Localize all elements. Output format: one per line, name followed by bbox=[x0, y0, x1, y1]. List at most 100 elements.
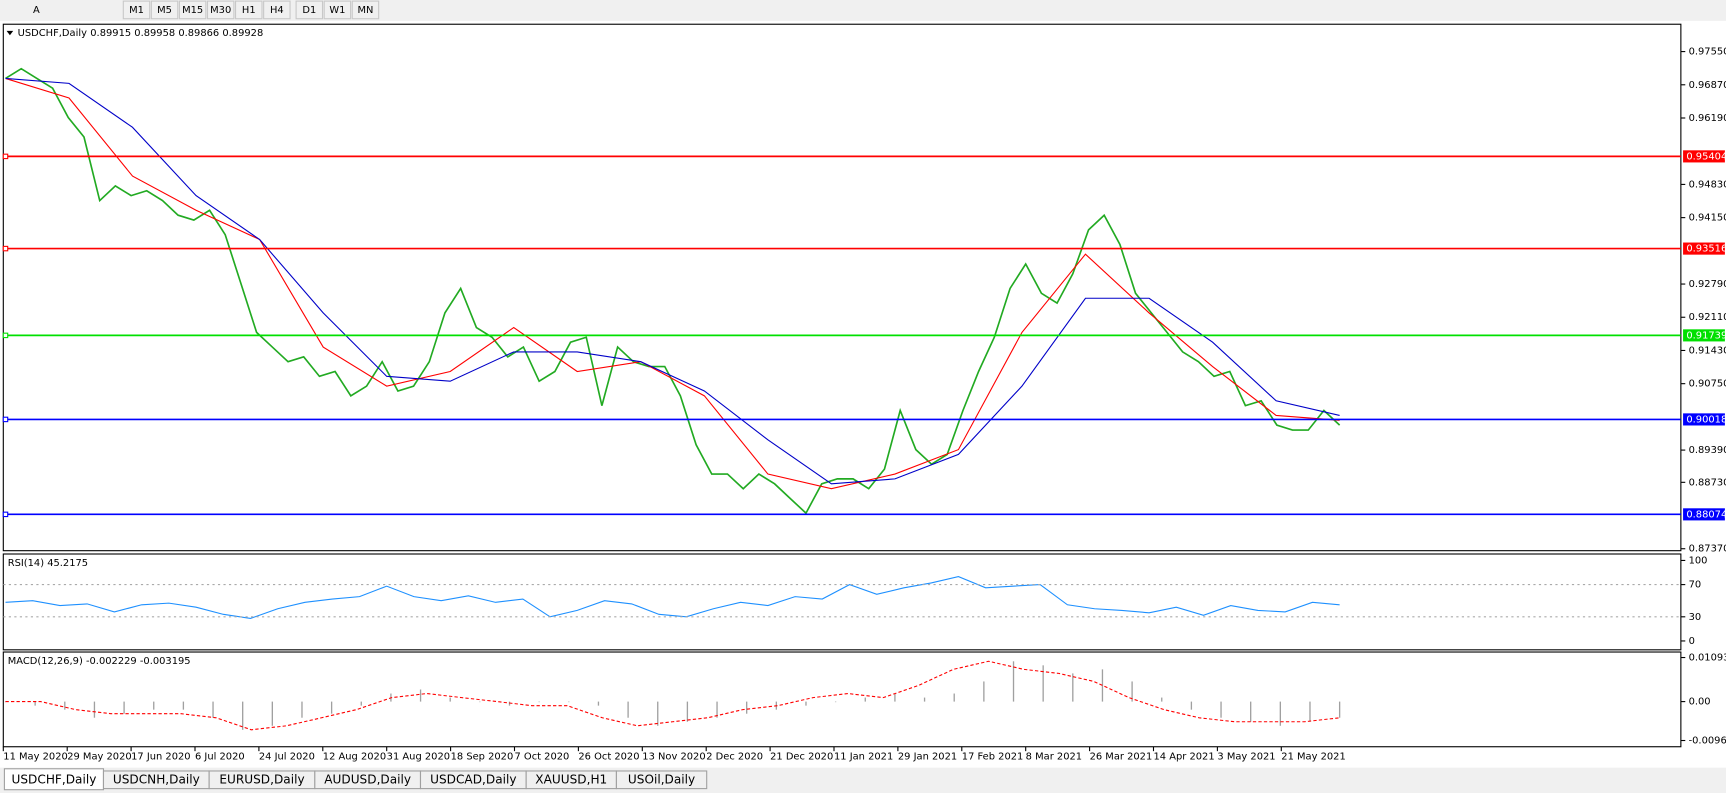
main-panel bbox=[2, 23, 1682, 552]
level-handle[interactable] bbox=[2, 416, 9, 423]
macd-bar bbox=[1012, 661, 1015, 702]
macd-bar bbox=[360, 701, 362, 706]
y-tick-label: 0.94830 bbox=[1689, 179, 1726, 190]
macd-bar bbox=[1250, 701, 1252, 722]
x-tick-label: 7 Oct 2020 bbox=[514, 752, 569, 763]
y-tick-label: 100 bbox=[1689, 555, 1708, 566]
y-tick-label: 0.87370 bbox=[1689, 544, 1726, 555]
macd-bar bbox=[1042, 665, 1044, 702]
price-line bbox=[5, 67, 1341, 515]
timeframe-button[interactable] bbox=[122, 0, 151, 20]
panel-title: MACD(12,26,9) -0.002229 -0.003195 bbox=[8, 656, 191, 667]
timeframe-button[interactable] bbox=[150, 0, 179, 20]
y-tick-label: 30 bbox=[1689, 612, 1702, 623]
x-tick-label: 14 Apr 2021 bbox=[1153, 752, 1214, 763]
y-tick-label: 0.010933 bbox=[1689, 653, 1726, 664]
price-line bbox=[5, 77, 1340, 490]
macd-bar bbox=[686, 701, 689, 722]
macd-bar bbox=[212, 701, 214, 718]
x-tick-label: 21 May 2021 bbox=[1281, 752, 1345, 763]
y-tick-label: -0.009653 bbox=[1689, 736, 1726, 747]
timeframe-label[interactable]: M5 bbox=[157, 5, 172, 16]
level-label-box bbox=[1683, 413, 1725, 426]
x-tick-label: 18 Sep 2020 bbox=[451, 752, 514, 763]
timeframe-button[interactable] bbox=[206, 0, 235, 20]
timeframe-label[interactable]: M1 bbox=[129, 5, 144, 16]
level-label-box bbox=[1683, 242, 1725, 255]
timeframe-label[interactable]: W1 bbox=[329, 5, 345, 16]
macd-bar bbox=[657, 701, 659, 726]
timeframe-button[interactable] bbox=[351, 0, 380, 20]
x-tick-label: 29 May 2020 bbox=[67, 752, 131, 763]
macd-bar bbox=[449, 697, 451, 702]
macd-panel bbox=[2, 651, 1682, 748]
macd-bar bbox=[64, 701, 66, 710]
x-tick-label: 8 Mar 2021 bbox=[1026, 752, 1082, 763]
x-tick-label: 13 Nov 2020 bbox=[642, 752, 705, 763]
rsi-panel bbox=[2, 553, 1682, 651]
timeframe-label[interactable]: M15 bbox=[182, 5, 203, 16]
level-handle[interactable] bbox=[2, 332, 9, 339]
level-label: 0.95404 bbox=[1686, 151, 1726, 162]
x-tick-label: 26 Mar 2021 bbox=[1090, 752, 1153, 763]
macd-bar bbox=[1279, 701, 1281, 726]
level-handle[interactable] bbox=[2, 153, 9, 160]
y-tick-label: 0.97550 bbox=[1689, 47, 1726, 58]
macd-bar bbox=[34, 701, 36, 706]
level-handle[interactable] bbox=[2, 245, 9, 252]
signal-line bbox=[5, 660, 1340, 731]
timeframe-label[interactable]: M30 bbox=[210, 5, 231, 16]
tab-label[interactable]: USDCNH,Daily bbox=[113, 772, 200, 786]
macd-bar bbox=[419, 689, 422, 702]
timeframe-button[interactable] bbox=[235, 0, 263, 20]
level-handle[interactable] bbox=[2, 511, 9, 518]
y-tick-label: 0.96190 bbox=[1689, 113, 1726, 124]
timeframe-button[interactable] bbox=[263, 0, 291, 20]
timeframe-button[interactable] bbox=[323, 0, 352, 20]
macd-bar bbox=[1309, 701, 1311, 722]
macd-bar bbox=[894, 693, 896, 702]
timeframe-label[interactable]: H1 bbox=[242, 5, 256, 16]
tab-label[interactable]: USOil,Daily bbox=[628, 772, 695, 786]
macd-bar bbox=[271, 701, 273, 726]
panel-title: USDCHF,Daily bbox=[18, 28, 87, 39]
macd-bar bbox=[1161, 697, 1163, 702]
macd-bar bbox=[983, 681, 985, 702]
panel-subtitle: 0.89915 0.89958 0.89866 0.89928 bbox=[90, 28, 263, 39]
tab-label[interactable]: EURUSD,Daily bbox=[219, 772, 304, 786]
timeframe-label[interactable]: D1 bbox=[302, 5, 316, 16]
y-tick-label: 0.88730 bbox=[1689, 477, 1726, 488]
timeframe-button[interactable] bbox=[178, 0, 207, 20]
timeframe-label[interactable]: H4 bbox=[270, 5, 284, 16]
macd-bar bbox=[805, 701, 807, 706]
y-tick-label: 0.92110 bbox=[1689, 312, 1726, 323]
macd-bar bbox=[1072, 673, 1074, 702]
macd-bar bbox=[834, 701, 837, 703]
macd-bar bbox=[330, 701, 333, 714]
timeframe-label[interactable]: MN bbox=[357, 5, 373, 16]
tab-label[interactable]: AUDUSD,Daily bbox=[324, 772, 411, 786]
y-tick-label: 0 bbox=[1689, 636, 1695, 647]
level-label: 0.88074 bbox=[1686, 509, 1726, 520]
title-marker bbox=[6, 30, 14, 36]
tab[interactable] bbox=[615, 770, 708, 790]
y-tick-label: 0.92790 bbox=[1689, 279, 1726, 290]
text-tool[interactable]: A bbox=[33, 5, 40, 16]
level-label: 0.90018 bbox=[1686, 414, 1726, 425]
macd-bar bbox=[1338, 701, 1341, 718]
macd-bar bbox=[597, 701, 600, 706]
x-tick-label: 26 Oct 2020 bbox=[578, 752, 639, 763]
timeframe-button[interactable] bbox=[295, 0, 324, 20]
tab-label[interactable]: USDCAD,Daily bbox=[430, 772, 516, 786]
tab-label[interactable]: USDCHF,Daily bbox=[12, 772, 97, 786]
price-line bbox=[5, 576, 1340, 619]
macd-bar bbox=[923, 697, 926, 702]
x-tick-label: 17 Jun 2020 bbox=[131, 752, 190, 763]
macd-bar bbox=[568, 701, 570, 703]
tab-label[interactable]: XAUUSD,H1 bbox=[535, 772, 607, 786]
y-tick-label: 70 bbox=[1689, 580, 1702, 591]
x-tick-label: 11 Jan 2021 bbox=[834, 752, 893, 763]
x-tick-label: 6 Jul 2020 bbox=[195, 752, 245, 763]
